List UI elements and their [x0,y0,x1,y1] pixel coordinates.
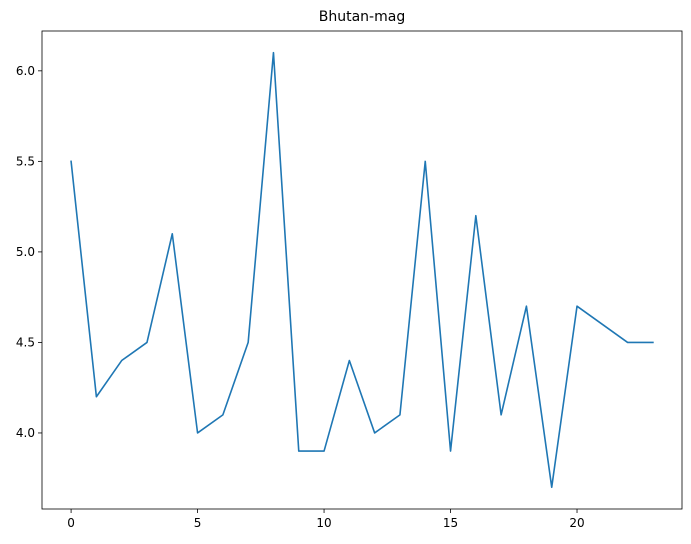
y-tick-label: 5.5 [16,154,35,168]
x-tick-label: 15 [443,516,458,530]
chart-title: Bhutan-mag [319,9,405,25]
x-tick-label: 10 [316,516,331,530]
x-tick-label: 5 [194,516,202,530]
x-tick-label: 20 [569,516,584,530]
plot-frame [41,30,683,510]
x-tick-label: 0 [67,516,75,530]
y-tick-label: 5.0 [16,245,35,259]
plot-area: 0 5 10 15 20 4.0 4.5 5.0 5.5 6.0 [16,30,683,530]
y-tick-label: 4.5 [16,335,35,349]
y-tick-label: 4.0 [16,426,35,440]
y-tick-label: 6.0 [16,64,35,78]
series-line [70,51,654,489]
